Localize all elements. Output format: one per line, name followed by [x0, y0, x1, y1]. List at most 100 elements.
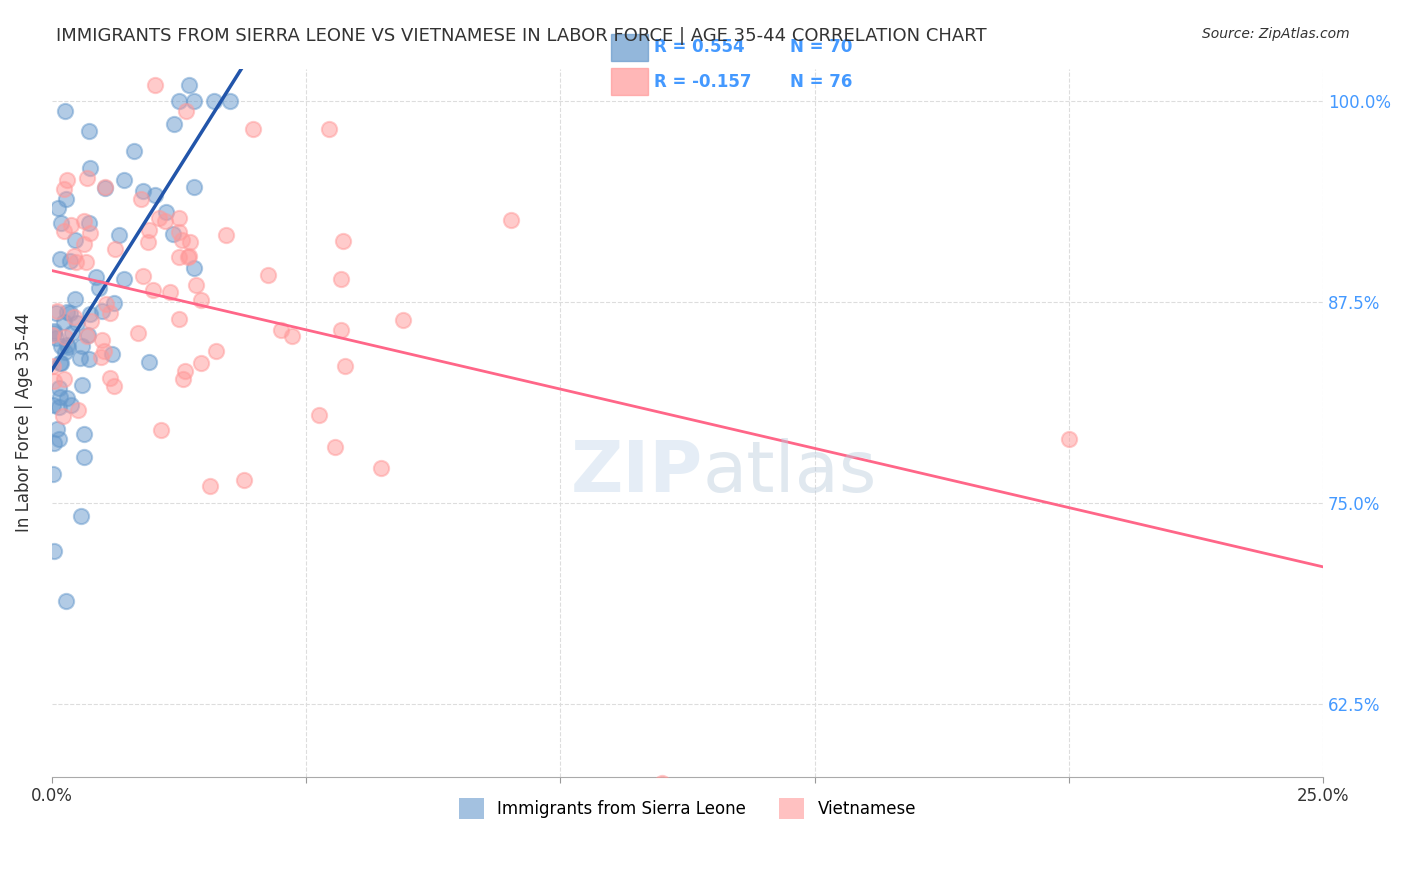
Point [46, 304, 69, 318]
Point [112, 173, 135, 187]
Point [184, 277, 207, 292]
Point [499, 213, 522, 227]
Legend: Immigrants from Sierra Leone, Vietnamese: Immigrants from Sierra Leone, Vietnamese [453, 791, 922, 825]
Point [56, 338, 79, 352]
Point [104, 242, 127, 256]
Point [76, 170, 98, 185]
Point [49, 356, 72, 370]
Point [112, 271, 135, 285]
Point [48, 381, 70, 395]
Point [103, 296, 125, 310]
Point [145, 187, 167, 202]
Point [333, 359, 356, 373]
Point [318, 122, 340, 136]
Point [190, 293, 212, 307]
Point [90, 304, 112, 318]
Point [44, 326, 66, 341]
Point [51, 216, 73, 230]
Point [127, 326, 149, 340]
Point [59, 305, 82, 319]
Point [59, 398, 82, 412]
Point [77, 216, 100, 230]
Point [132, 184, 155, 198]
Point [330, 272, 353, 286]
Point [44, 435, 66, 450]
Point [155, 204, 177, 219]
Point [167, 250, 190, 264]
Point [143, 78, 166, 92]
Point [138, 222, 160, 236]
Point [218, 94, 240, 108]
Point [323, 441, 346, 455]
Point [183, 94, 205, 108]
Point [49, 339, 72, 353]
Point [256, 268, 278, 282]
Point [155, 213, 177, 227]
Point [148, 211, 170, 226]
Point [163, 117, 186, 131]
Point [215, 228, 238, 243]
Text: N = 76: N = 76 [790, 73, 852, 91]
Point [77, 123, 100, 137]
Point [72, 426, 94, 441]
Point [142, 283, 165, 297]
Point [79, 227, 101, 241]
Point [79, 161, 101, 176]
Point [63, 292, 86, 306]
Point [198, 479, 221, 493]
Point [69, 351, 91, 366]
Point [150, 423, 173, 437]
Text: Source: ZipAtlas.com: Source: ZipAtlas.com [1202, 27, 1350, 41]
Point [42, 398, 65, 412]
Point [66, 403, 89, 417]
Point [56, 340, 79, 354]
Point [77, 327, 100, 342]
Point [53, 181, 76, 195]
Point [177, 250, 200, 264]
Point [42, 374, 65, 388]
Point [44, 331, 66, 345]
Point [55, 593, 77, 607]
Point [183, 179, 205, 194]
Point [73, 214, 96, 228]
Point [308, 408, 330, 422]
Bar [610, 69, 648, 95]
Point [49, 356, 72, 370]
Point [80, 314, 103, 328]
Point [65, 233, 87, 247]
Point [55, 304, 77, 318]
Point [138, 355, 160, 369]
Point [233, 473, 256, 487]
Point [101, 347, 124, 361]
Point [242, 121, 264, 136]
Point [42, 359, 65, 373]
Point [1057, 432, 1080, 446]
Point [75, 254, 97, 268]
Text: R = -0.157: R = -0.157 [654, 73, 752, 91]
Point [59, 218, 82, 232]
Point [98, 371, 121, 385]
Point [204, 94, 226, 108]
Point [70, 509, 93, 524]
Text: N = 70: N = 70 [790, 38, 852, 56]
Point [96, 297, 118, 311]
Point [59, 254, 82, 268]
Point [52, 315, 75, 329]
Point [167, 226, 190, 240]
Point [87, 281, 110, 295]
Point [53, 345, 76, 359]
Point [94, 181, 117, 195]
Point [179, 235, 201, 249]
Point [177, 78, 200, 92]
Point [270, 323, 292, 337]
Point [48, 433, 70, 447]
Point [70, 378, 93, 392]
Point [90, 334, 112, 348]
Point [41, 467, 63, 482]
Point [167, 211, 190, 226]
Point [49, 390, 72, 404]
Point [42, 544, 65, 558]
Point [41, 328, 63, 343]
Bar [610, 34, 648, 61]
Point [93, 343, 115, 358]
